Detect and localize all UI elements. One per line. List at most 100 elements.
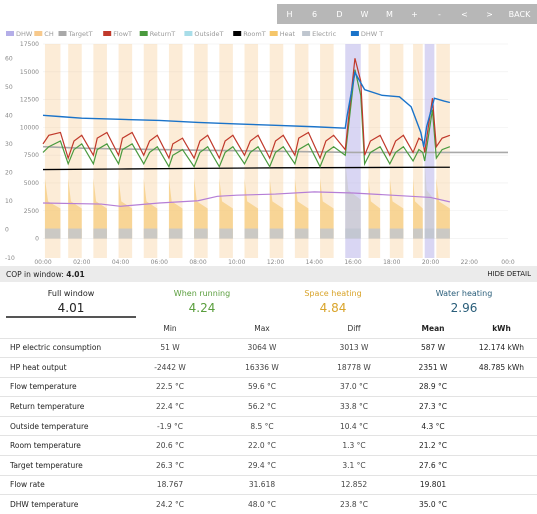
- nav-button-8[interactable]: >: [486, 9, 493, 19]
- legend-swatch: [34, 31, 43, 36]
- full-window-cop[interactable]: Full window 4.01: [6, 284, 136, 318]
- nav-button-7[interactable]: <: [461, 9, 468, 19]
- nav-button-4[interactable]: M: [386, 9, 393, 19]
- table-row: Room temperature 20.6 °C 22.0 °C 1.3 °C 21.2…: [0, 435, 537, 456]
- y-right-tick: 40: [5, 112, 13, 119]
- legend-swatch: [58, 31, 67, 36]
- row-cell: [466, 415, 537, 436]
- electric-area: [68, 228, 82, 239]
- row-cell: 31.618: [216, 474, 308, 495]
- chart-svg: DHW CH TargetT FlowT ReturnT OutsideT RoomT Hea…: [5, 30, 515, 266]
- electric-area: [424, 228, 435, 239]
- x-tick: 10:00: [228, 259, 245, 266]
- y-right-tick: 0: [5, 226, 9, 233]
- electric-area: [436, 228, 450, 239]
- water-heating-cop[interactable]: Water heating 2.96: [399, 284, 529, 315]
- full-window-value: 4.01: [57, 301, 85, 315]
- row-cell: 18778 W: [308, 357, 400, 378]
- row-cell: 4.3 °C: [400, 415, 466, 436]
- row-cell: [466, 396, 537, 417]
- legend-item: Heat: [280, 30, 296, 38]
- hide-detail-button[interactable]: HIDE DETAIL: [487, 270, 531, 278]
- row-cell: 51 W: [124, 337, 216, 358]
- nav-button-3[interactable]: W: [360, 9, 369, 19]
- stats-table: Min Max Diff Mean kWh HP electric consum…: [0, 320, 537, 514]
- cop-summary: Full window 4.01 When running 4.24 Space…: [0, 284, 537, 320]
- nav-button-5[interactable]: +: [411, 9, 418, 19]
- x-tick: 00:0: [501, 259, 515, 266]
- x-tick: 22:00: [461, 259, 478, 266]
- row-cell: 22.0 °C: [216, 435, 308, 456]
- row-cell: 37.0 °C: [308, 376, 400, 397]
- row-label: Flow rate: [0, 474, 124, 495]
- nav-button-0[interactable]: H: [286, 9, 293, 19]
- space-heating-cop[interactable]: Space heating 4.84: [268, 284, 398, 315]
- cop-window-text: COP in window: 4.01: [6, 269, 85, 279]
- legend-swatch: [6, 31, 14, 36]
- legend-item: Electric: [312, 30, 337, 38]
- y-left-tick: 5000: [24, 180, 39, 187]
- row-cell: 35.0 °C: [400, 494, 466, 514]
- row-cell: 12.174 kWh: [466, 337, 537, 358]
- row-cell: 12.852: [308, 474, 400, 495]
- row-cell: [466, 474, 537, 495]
- y-left-tick: 10000: [20, 124, 39, 131]
- electric-area: [143, 228, 158, 239]
- when-running-cop[interactable]: When running 4.24: [137, 284, 267, 315]
- row-cell: 27.6 °C: [400, 455, 466, 476]
- table-row: Flow rate 18.767 31.618 12.852 19.801: [0, 474, 537, 495]
- row-cell: 3064 W: [216, 337, 308, 358]
- y-left-tick: 0: [35, 236, 39, 243]
- y-right-tick: 50: [5, 84, 13, 91]
- nav-button-6[interactable]: -: [438, 9, 441, 19]
- x-tick: 04:00: [112, 259, 129, 266]
- heat-area: [44, 178, 61, 239]
- row-cell: 24.2 °C: [124, 494, 216, 514]
- row-cell: -2442 W: [124, 357, 216, 378]
- legend-item: ReturnT: [150, 30, 176, 38]
- y-right-tick: 20: [5, 169, 13, 176]
- cop-window-value: 4.01: [66, 269, 85, 279]
- y-right-tick: 60: [5, 55, 13, 62]
- y-left-tick: 2500: [24, 208, 39, 215]
- heat-area: [244, 178, 259, 239]
- room-temp-line: [42, 166, 450, 171]
- row-label: HP electric consumption: [0, 337, 124, 358]
- y-right-tick: 30: [5, 141, 13, 148]
- row-label: Outside temperature: [0, 415, 124, 436]
- nav-button-9[interactable]: BACK: [508, 9, 531, 19]
- when-running-label: When running: [173, 289, 231, 298]
- table-row: Outside temperature -1.9 °C 8.5 °C 10.4 °C 4…: [0, 415, 537, 436]
- row-cell: 1.3 °C: [308, 435, 400, 456]
- table-row: Flow temperature 22.5 °C 59.6 °C 37.0 °C 28.…: [0, 376, 537, 397]
- legend-swatch: [350, 31, 359, 36]
- heatpump-chart: DHW CH TargetT FlowT ReturnT OutsideT RoomT Hea…: [0, 28, 537, 266]
- row-cell: 19.801: [400, 474, 466, 495]
- row-cell: 28.9 °C: [400, 376, 466, 397]
- y-right-tick: -10: [5, 255, 15, 262]
- row-cell: 56.2 °C: [216, 396, 308, 417]
- header-mean: Mean: [421, 324, 445, 334]
- y-left-tick: 17500: [20, 41, 39, 48]
- x-tick: 08:00: [189, 259, 206, 266]
- x-tick: 12:00: [267, 259, 284, 266]
- nav-button-2[interactable]: D: [336, 9, 343, 19]
- legend-swatch: [302, 31, 311, 36]
- dhw-period-band: [424, 44, 435, 258]
- header-max: Max: [254, 324, 270, 334]
- row-cell: 587 W: [400, 337, 466, 358]
- legend-item: TargetT: [68, 30, 93, 38]
- space-heating-value: 4.84: [319, 301, 347, 315]
- heat-area: [368, 178, 381, 239]
- heat-area: [168, 178, 183, 239]
- electric-area: [44, 228, 61, 239]
- nav-button-1[interactable]: 6: [311, 9, 318, 19]
- row-cell: 22.4 °C: [124, 396, 216, 417]
- x-tick: 00:00: [34, 259, 51, 266]
- electric-area: [368, 228, 381, 239]
- top-toolbar: H 6 D W M + - < > BACK: [0, 0, 537, 28]
- legend-swatch: [184, 31, 193, 36]
- ch-period-band: [368, 44, 381, 258]
- header-diff: Diff: [347, 324, 361, 334]
